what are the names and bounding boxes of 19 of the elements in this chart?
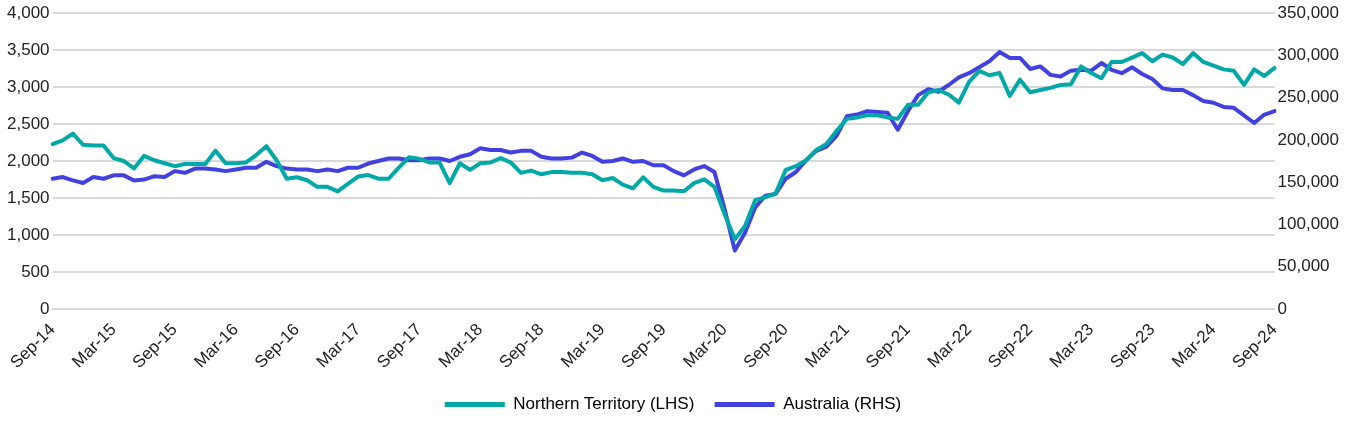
y-tick-label: 1,500 <box>6 187 50 207</box>
y-tick-label: 0 <box>40 298 50 318</box>
y2-tick-label: 350,000 <box>1277 2 1339 22</box>
y-tick-label: 2,500 <box>6 113 50 133</box>
legend-label: Northern Territory (LHS) <box>513 394 695 414</box>
y-tick-label: 3,500 <box>6 39 50 59</box>
y2-tick-label: 300,000 <box>1277 45 1339 65</box>
y-tick-label: 1,000 <box>6 224 50 244</box>
y2-tick-label: 100,000 <box>1277 214 1339 234</box>
y-tick-label: 4,000 <box>6 2 50 22</box>
y2-tick-label: 0 <box>1277 298 1288 318</box>
y2-tick-label: 200,000 <box>1277 129 1339 149</box>
y2-tick-label: 50,000 <box>1277 256 1330 276</box>
y-tick-label: 3,000 <box>6 76 50 96</box>
y2-tick-label: 250,000 <box>1277 87 1339 107</box>
y2-tick-label: 150,000 <box>1277 171 1339 191</box>
y-tick-label: 2,000 <box>6 150 50 170</box>
legend-label: Australia (RHS) <box>783 394 902 414</box>
y-tick-label: 500 <box>21 261 50 281</box>
